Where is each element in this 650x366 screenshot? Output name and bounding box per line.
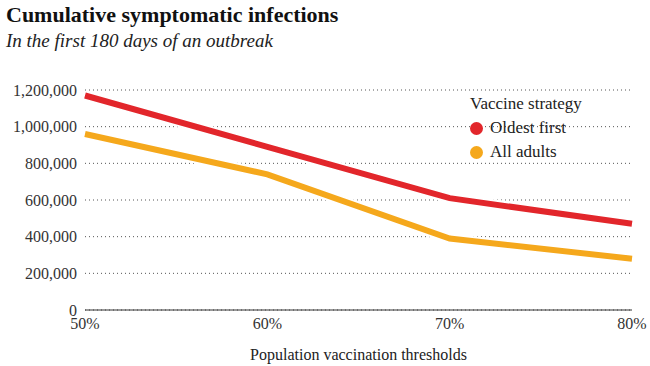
svg-text:60%: 60% (253, 315, 282, 332)
svg-text:80%: 80% (617, 315, 642, 332)
svg-text:1,200,000: 1,200,000 (13, 82, 77, 99)
svg-text:800,000: 800,000 (25, 155, 77, 172)
html-text:Oldest first: Oldest first (490, 118, 566, 137)
html-text:Vaccine strategy: Vaccine strategy (470, 94, 582, 113)
html-text:Cumulative symptomatic infecti: Cumulative symptomatic infections (6, 2, 339, 27)
svg-text:400,000: 400,000 (25, 228, 77, 245)
svg-text:600,000: 600,000 (25, 192, 77, 209)
svg-text:Population vaccination thresho: Population vaccination thresholds (250, 346, 467, 364)
svg-text:70%: 70% (435, 315, 464, 332)
svg-text:1,000,000: 1,000,000 (13, 118, 77, 135)
svg-text:50%: 50% (70, 315, 100, 333)
svg-text:200,000: 200,000 (25, 265, 77, 282)
svg-text:0: 0 (69, 302, 77, 319)
html-text:All adults: All adults (490, 142, 557, 161)
html-text:In the first 180 days of an ou: In the first 180 days of an outbreak (6, 30, 273, 51)
